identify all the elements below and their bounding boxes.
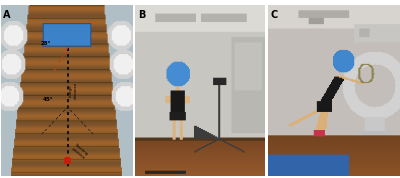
Text: 45°: 45° [43, 97, 53, 102]
Text: Lunge
distance: Lunge distance [69, 82, 77, 100]
Text: C: C [270, 11, 278, 20]
Text: Starting
position: Starting position [70, 143, 89, 160]
Text: 28°: 28° [40, 41, 50, 46]
Text: A: A [4, 11, 11, 20]
Text: B: B [138, 11, 145, 20]
